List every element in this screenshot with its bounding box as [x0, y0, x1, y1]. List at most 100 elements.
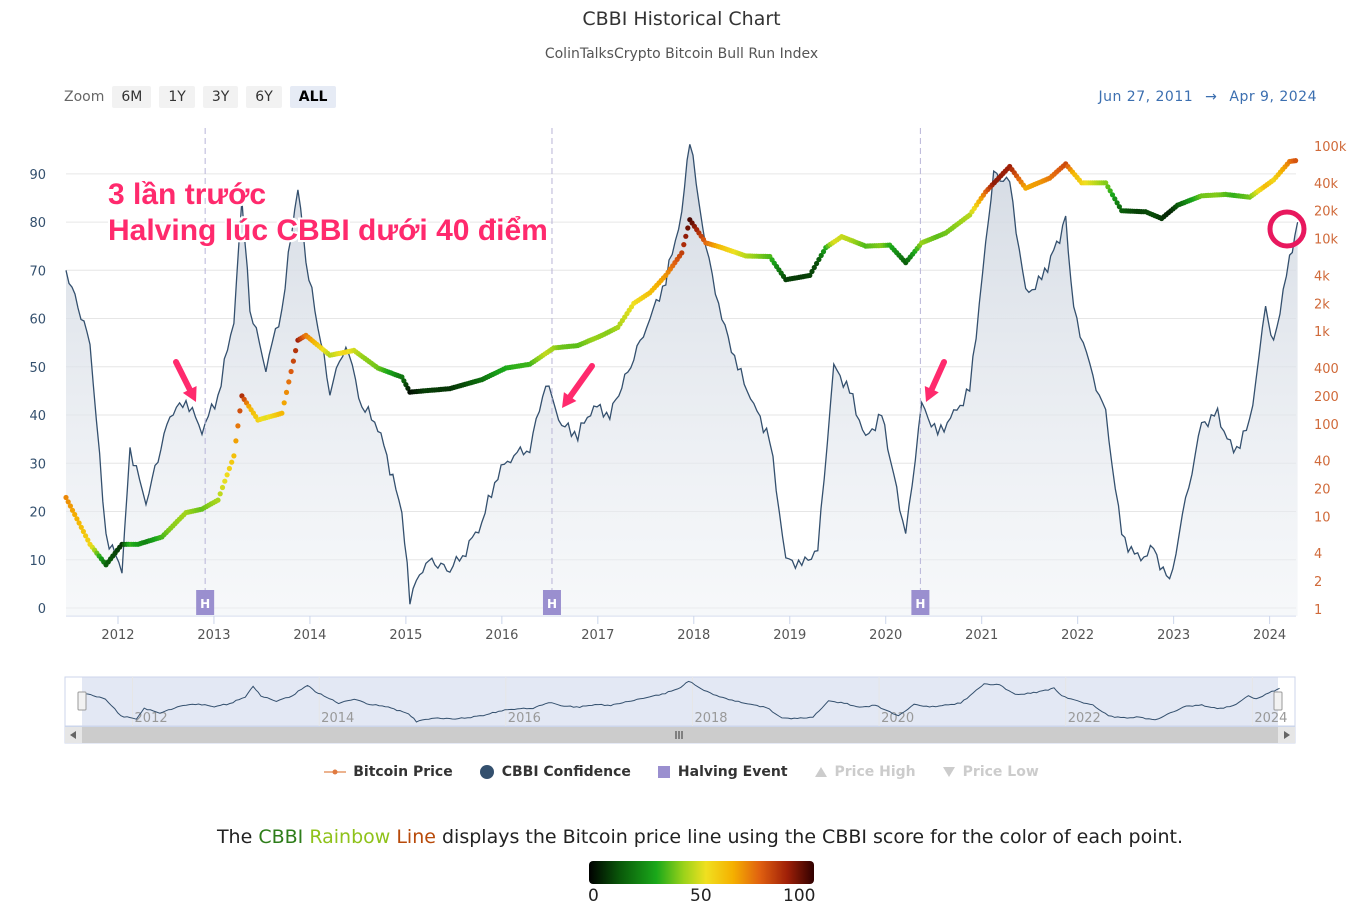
price-point: [226, 465, 232, 472]
price-point: [215, 497, 221, 503]
y-left-tick-label: 20: [29, 506, 46, 521]
annotation-arrow-head: [182, 386, 197, 402]
y-left-tick-label: 50: [29, 361, 46, 376]
price-point: [72, 511, 78, 518]
annotation-arrow: [564, 363, 595, 403]
price-point: [67, 503, 73, 509]
x-tick-label: 2017: [581, 628, 614, 643]
y-right-tick-label: 2: [1314, 575, 1322, 590]
price-point: [288, 368, 294, 375]
annotation-arrow-head: [562, 392, 577, 408]
y-left-tick-label: 70: [29, 264, 46, 279]
y-right-tick-label: 10: [1314, 510, 1331, 525]
x-tick-label: 2020: [869, 628, 902, 643]
y-left-tick-label: 30: [29, 457, 46, 472]
price-point: [74, 516, 80, 522]
zoom-all-button[interactable]: ALL: [289, 86, 337, 108]
zoom-6y-button[interactable]: 6Y: [246, 86, 282, 108]
y-left-tick-label: 10: [29, 554, 46, 569]
legend-price-low[interactable]: Price Low: [942, 764, 1039, 780]
navigator-label: 2012: [135, 711, 168, 726]
price-point: [83, 533, 89, 539]
price-point: [224, 472, 230, 478]
zoom-label: Zoom: [64, 89, 105, 105]
range-arrow: →: [1205, 89, 1218, 105]
navigator[interactable]: 2012 2014 2016 2018 2020 2022 2024: [0, 670, 1363, 750]
annotation-arrow: [173, 359, 195, 397]
price-point: [222, 478, 228, 484]
price-point: [281, 400, 287, 406]
price-point: [63, 494, 69, 501]
y-right-tick-label: 1k: [1314, 325, 1330, 340]
price-point: [293, 348, 299, 354]
legend-cbbi-confidence[interactable]: CBBI Confidence: [479, 764, 631, 780]
annotation-line-2: Halving lúc CBBI dưới 40 điểm: [108, 214, 548, 247]
x-tick-label: 2012: [101, 628, 134, 643]
y-left-tick-label: 80: [29, 216, 46, 231]
annotation-arrow-head: [924, 386, 939, 402]
legend-halving-event[interactable]: Halving Event: [657, 764, 788, 780]
price-point: [283, 389, 290, 395]
price-point: [1112, 196, 1118, 202]
main-chart: 0 10 20 30 40 50 60 70 80 90 1 2 4 10 20 40 100 200 400 1k 2…: [29, 128, 1347, 643]
price-point: [685, 225, 691, 231]
annotation-arrow: [927, 359, 947, 396]
zoom-3y-button[interactable]: 3Y: [202, 86, 239, 108]
price-point: [78, 524, 84, 530]
y-right-tick-label: 40: [1314, 455, 1331, 470]
halving-marker-label: H: [200, 597, 210, 611]
price-point: [219, 484, 226, 491]
navigator-label: 2024: [1254, 711, 1287, 726]
colorbar: [589, 861, 814, 884]
price-point: [290, 358, 296, 364]
zoom-1y-button[interactable]: 1Y: [159, 86, 195, 108]
price-point: [279, 410, 285, 416]
y-right-tick-label: 4: [1314, 547, 1322, 562]
price-point: [65, 499, 71, 505]
navigator-label: 2018: [694, 711, 727, 726]
colorbar-max: 100: [783, 886, 816, 906]
navigator-scrollbar-thumb[interactable]: [82, 727, 1278, 743]
date-range: Jun 27, 2011 → Apr 9, 2024: [1092, 89, 1323, 105]
navigator-series: [81, 680, 1280, 723]
y-right-tick-label: 20k: [1314, 205, 1339, 220]
chevron-left-icon: [70, 731, 76, 739]
bitcoin-price-line: [63, 158, 1299, 568]
price-point: [818, 252, 824, 259]
x-tick-label: 2015: [389, 628, 422, 643]
date-from[interactable]: Jun 27, 2011: [1098, 89, 1194, 105]
y-right-tick-label: 10k: [1314, 233, 1339, 248]
legend-price-high[interactable]: Price High: [814, 764, 916, 780]
navigator-label: 2014: [321, 711, 354, 726]
navigator-left-handle[interactable]: [77, 691, 87, 711]
y-left-tick-label: 60: [29, 313, 46, 328]
legend-label: Bitcoin Price: [353, 764, 453, 780]
cbbi-confidence-area: [66, 144, 1298, 617]
date-to[interactable]: Apr 9, 2024: [1229, 89, 1317, 105]
square-icon: [657, 766, 670, 778]
x-tick-label: 2022: [1061, 628, 1094, 643]
x-tick-label: 2023: [1157, 628, 1190, 643]
price-point: [820, 249, 827, 255]
price-point: [681, 242, 687, 248]
chevron-right-icon: [1284, 731, 1290, 739]
navigator-label: 2022: [1068, 711, 1101, 726]
navigator-right-handle[interactable]: [1273, 691, 1283, 711]
price-point: [814, 260, 820, 267]
price-point: [80, 528, 86, 535]
colorbar-min: 0: [588, 886, 599, 906]
x-tick-label: 2013: [197, 628, 230, 643]
x-tick-label: 2019: [773, 628, 806, 643]
legend-label: Price High: [834, 764, 916, 780]
halving-marker-label: H: [915, 597, 925, 611]
annotation-circle: [1267, 209, 1307, 249]
legend-label: Halving Event: [677, 764, 788, 780]
price-point: [1105, 184, 1111, 190]
chart-subtitle: ColinTalksCrypto Bitcoin Bull Run Index: [544, 46, 819, 62]
y-right-tick-label: 20: [1314, 483, 1331, 498]
legend-label: CBBI Confidence: [501, 764, 631, 780]
zoom-6m-button[interactable]: 6M: [112, 86, 152, 108]
price-point: [1293, 158, 1299, 164]
legend-bitcoin-price[interactable]: Bitcoin Price: [324, 764, 453, 780]
